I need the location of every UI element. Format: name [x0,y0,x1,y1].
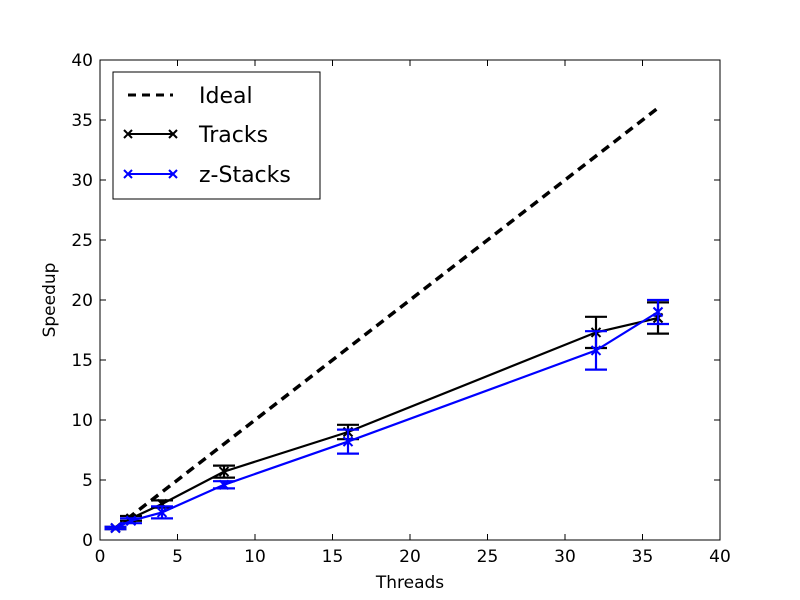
x-tick-label: 30 [554,547,576,567]
data-point-tracks [218,466,230,477]
data-point-z-stacks [342,436,354,447]
x-tick-label: 15 [322,547,344,567]
x-axis-label: Threads [375,573,444,593]
legend-zstacks-marker-left [123,169,133,179]
x-tick-label: 40 [709,547,731,567]
legend-tracks-marker-left [123,129,133,139]
y-tick-label: 5 [82,471,93,491]
series-line-z-stacks [115,311,659,529]
data-point-z-stacks [125,515,137,527]
legend-ideal-label: Ideal [199,84,253,109]
legend-zstacks-label: z-Stacks [199,163,291,188]
y-tick-label: 35 [71,111,93,131]
marker-stroke [110,522,121,534]
marker-stroke [218,466,230,477]
marker-stroke [125,515,137,527]
series-line-ideal [114,106,660,530]
legend-tracks-marker-right [168,129,178,139]
y-tick-label: 0 [82,531,93,551]
legend-zstacks-marker-right [168,169,178,179]
data-point-z-stacks [590,345,602,356]
y-tick-label: 20 [71,291,93,311]
legend-tracks-label: Tracks [198,123,268,148]
marker-stroke [342,436,354,447]
legend-box [112,71,321,200]
marker-stroke [590,345,602,356]
data-point-z-stacks [110,522,121,534]
x-tick-label: 10 [244,547,266,567]
marker-stroke [218,479,230,491]
legend: Ideal Tracks z-Stacks [112,71,321,200]
x-tick-label: 20 [399,547,421,567]
x-tick-label: 0 [95,547,106,567]
data-point-z-stacks [652,306,664,318]
y-tick-label: 30 [71,171,93,191]
marker-stroke [156,507,168,518]
data-point-z-stacks [218,479,230,491]
x-tick-label: 25 [477,547,499,567]
ticks-layer: 0 5 10 15 20 25 30 35 40 0 5 10 15 20 25 30 35 40 [71,51,730,567]
plot-layer [104,106,669,534]
marker-stroke [652,306,664,318]
y-axis-label: Speedup [40,263,60,338]
y-tick-label: 40 [71,51,93,71]
data-point-z-stacks [156,507,168,518]
y-tick-label: 25 [71,231,93,251]
y-tick-label: 15 [71,351,93,371]
x-tick-label: 5 [172,547,183,567]
y-tick-label: 10 [71,411,93,431]
x-tick-label: 35 [632,547,654,567]
